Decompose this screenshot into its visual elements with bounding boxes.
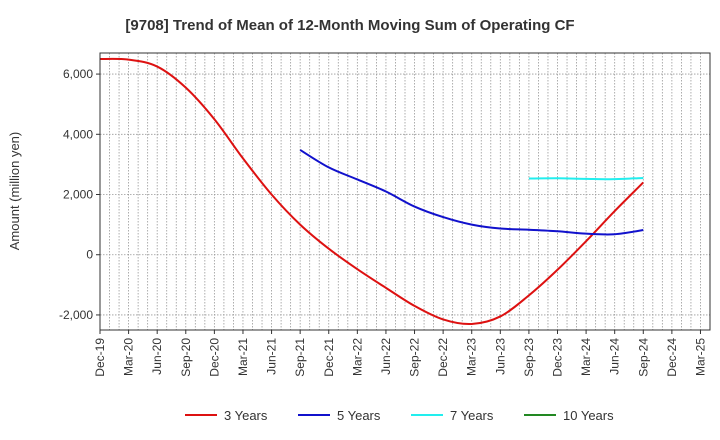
x-tick-label: Sep-24 xyxy=(636,338,650,377)
x-tick-label: Dec-24 xyxy=(665,338,679,377)
x-tick-label: Dec-19 xyxy=(93,338,107,377)
legend: 3 Years 5 Years 7 Years 10 Years xyxy=(185,408,614,423)
x-tick-label: Jun-20 xyxy=(150,338,164,375)
x-tick-label: Sep-22 xyxy=(408,338,422,377)
x-axis-ticks: Dec-19 Mar-20 Jun-20 Sep-20 Dec-20 Mar-21 Jun-… xyxy=(93,330,707,377)
legend-label-10-years: 10 Years xyxy=(563,408,614,423)
x-tick-label: Mar-20 xyxy=(122,338,136,376)
x-tick-label: Mar-25 xyxy=(693,338,707,376)
legend-label-7-years: 7 Years xyxy=(450,408,494,423)
series-line-7-years xyxy=(528,176,644,181)
y-tick-label: 0 xyxy=(86,248,93,262)
series-layer xyxy=(99,57,644,326)
y-axis-label: Amount (million yen) xyxy=(7,132,22,251)
series-line-5-years xyxy=(299,149,644,236)
x-tick-label: Dec-20 xyxy=(207,338,221,377)
x-tick-label: Mar-24 xyxy=(579,338,593,376)
x-tick-label: Sep-20 xyxy=(179,338,193,377)
x-tick-label: Jun-21 xyxy=(265,338,279,375)
x-tick-label: Mar-22 xyxy=(350,338,364,376)
series-line-3-years xyxy=(99,57,644,326)
legend-label-3-years: 3 Years xyxy=(224,408,268,423)
y-tick-label: 2,000 xyxy=(63,188,93,202)
chart-title: [9708] Trend of Mean of 12-Month Moving … xyxy=(125,17,574,34)
y-tick-label: -2,000 xyxy=(59,308,93,322)
x-tick-label: Jun-23 xyxy=(493,338,507,375)
plot-frame xyxy=(99,52,711,331)
x-tick-label: Sep-21 xyxy=(293,338,307,377)
x-tick-label: Dec-21 xyxy=(322,338,336,377)
y-axis-ticks: -2,000 0 2,000 4,000 6,000 xyxy=(59,67,100,322)
y-tick-label: 4,000 xyxy=(63,127,93,141)
x-tick-label: Mar-21 xyxy=(236,338,250,376)
x-tick-label: Dec-23 xyxy=(551,338,565,377)
x-tick-label: Jun-24 xyxy=(608,338,622,375)
x-tick-label: Mar-23 xyxy=(465,338,479,376)
legend-label-5-years: 5 Years xyxy=(337,408,381,423)
y-tick-label: 6,000 xyxy=(63,67,93,81)
x-tick-label: Jun-22 xyxy=(379,338,393,375)
x-tick-label: Sep-23 xyxy=(522,338,536,377)
x-tick-label: Dec-22 xyxy=(436,338,450,377)
